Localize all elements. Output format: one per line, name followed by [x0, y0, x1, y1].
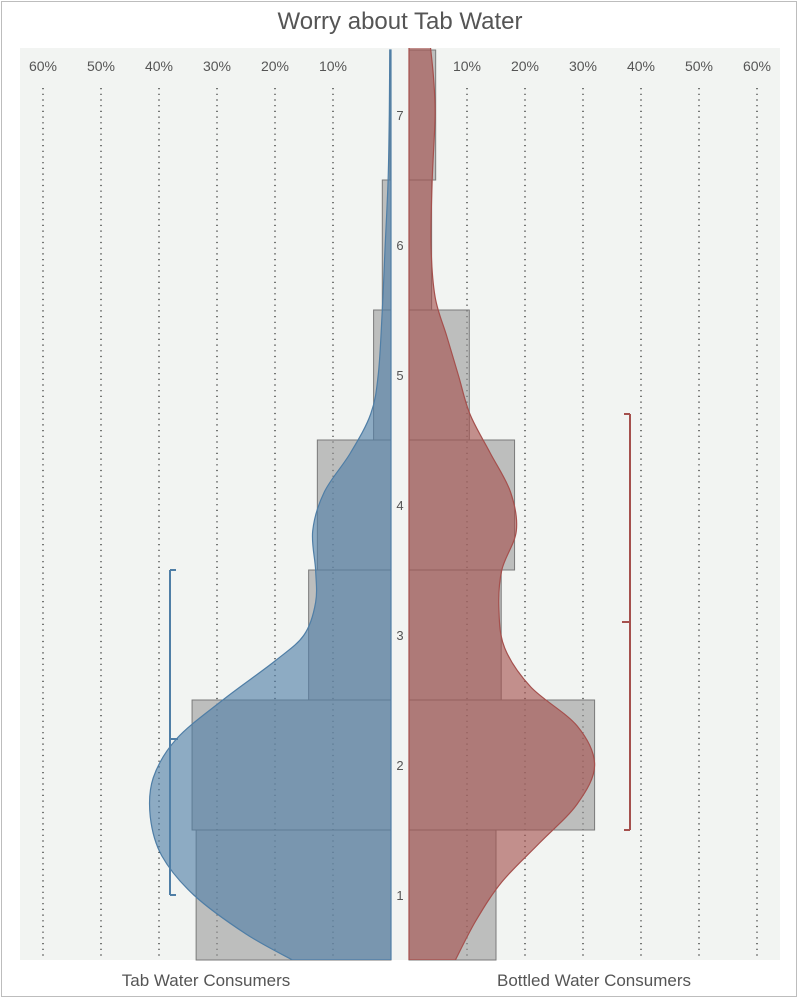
category-label-2: 2 — [396, 758, 403, 773]
left-series-title: Tab Water Consumers — [122, 971, 290, 990]
side-titles: Tab Water Consumers Bottled Water Consum… — [122, 971, 691, 990]
tick-label-right: 20% — [511, 58, 539, 74]
category-label-1: 1 — [396, 888, 403, 903]
tick-label-left: 60% — [29, 58, 57, 74]
category-label-5: 5 — [396, 368, 403, 383]
tick-label-left: 40% — [145, 58, 173, 74]
category-label-4: 4 — [396, 498, 403, 513]
category-label-7: 7 — [396, 108, 403, 123]
tick-label-right: 30% — [569, 58, 597, 74]
right-series-title: Bottled Water Consumers — [497, 971, 691, 990]
tick-label-right: 40% — [627, 58, 655, 74]
category-label-6: 6 — [396, 238, 403, 253]
tick-label-right: 50% — [685, 58, 713, 74]
tick-label-right: 10% — [453, 58, 481, 74]
center-gap — [392, 48, 408, 960]
density-area-left — [148, 49, 392, 960]
tick-label-right: 60% — [743, 58, 771, 74]
tick-label-left: 10% — [319, 58, 347, 74]
density-area-right — [408, 48, 596, 960]
tick-label-left: 30% — [203, 58, 231, 74]
category-label-3: 3 — [396, 628, 403, 643]
density-areas — [148, 48, 596, 960]
range-markers — [169, 413, 631, 896]
category-labels: 1 2 3 4 5 6 7 — [392, 48, 408, 960]
tick-label-left: 50% — [87, 58, 115, 74]
chart-title: Worry about Tab Water — [277, 8, 523, 35]
tick-label-left: 20% — [261, 58, 289, 74]
tick-labels: 60% 50% 40% 30% 20% 10% 10% 20% 30% 40% 50% 60% — [29, 58, 771, 74]
